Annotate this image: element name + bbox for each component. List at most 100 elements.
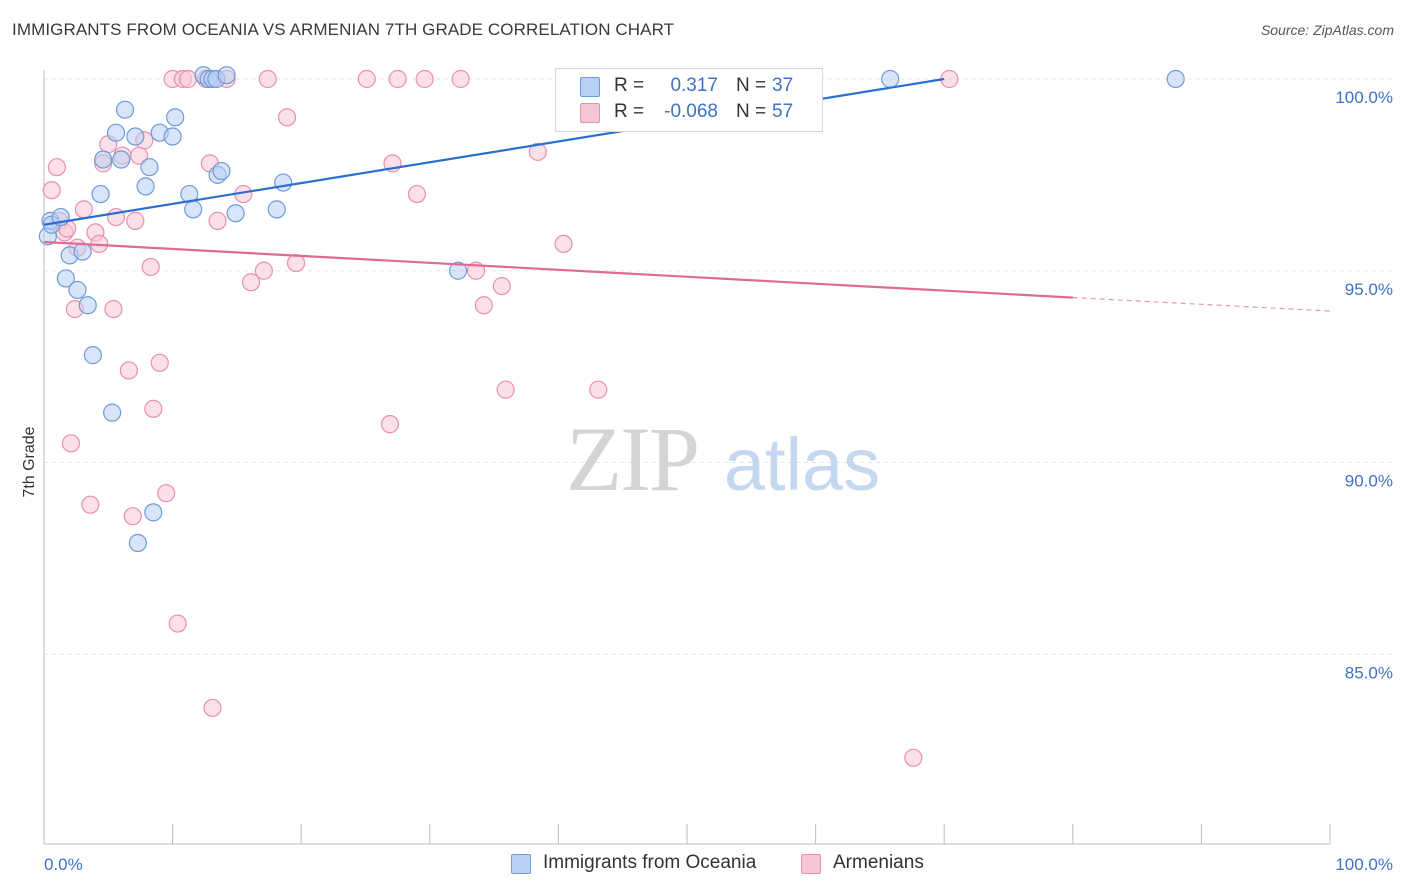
- axes: [43, 70, 1331, 845]
- armenians-point: [203, 698, 222, 718]
- armenians-point: [104, 300, 123, 319]
- n-label: N =: [736, 75, 767, 96]
- oceania-swatch: [580, 77, 600, 97]
- armenians-point: [81, 495, 100, 514]
- armenians-point: [150, 353, 169, 372]
- gridlines: [44, 78, 1392, 655]
- oceania-point: [56, 269, 75, 288]
- oceania-point: [91, 184, 110, 204]
- oceania-swatch: [511, 854, 531, 874]
- armenians-swatch: [801, 854, 821, 874]
- armenians-point: [554, 234, 573, 254]
- oceania-point: [94, 150, 113, 169]
- armenians-point: [208, 211, 227, 230]
- x-tick-label: 0.0%: [44, 855, 83, 874]
- oceania-point: [212, 161, 231, 181]
- armenians-point: [119, 361, 138, 380]
- armenians-point: [241, 273, 261, 292]
- armenians-point: [388, 69, 407, 89]
- oceania-point: [126, 127, 145, 146]
- oceania-point: [140, 158, 159, 177]
- oceania-point: [1166, 69, 1185, 89]
- r-value: -0.068: [664, 101, 718, 122]
- x-tick-labels: 0.0% 100.0%: [44, 855, 1393, 874]
- armenians-point: [380, 415, 400, 434]
- oceania-point: [166, 108, 185, 127]
- svg-text:atlas: atlas: [724, 423, 880, 506]
- oceania-point: [103, 403, 122, 422]
- armenians-point: [157, 484, 176, 503]
- source-label: Source: ZipAtlas.com: [1260, 22, 1394, 38]
- armenians-point: [407, 184, 427, 204]
- armenians-point: [286, 253, 306, 273]
- oceania-point: [128, 533, 147, 553]
- r-label: R =: [614, 75, 645, 96]
- data-points: [38, 66, 1185, 767]
- oceania-point: [68, 280, 87, 300]
- r-value: 0.317: [670, 75, 718, 96]
- armenians-point: [141, 257, 160, 277]
- x-tick-label: 100.0%: [1335, 855, 1393, 874]
- oceania-point: [78, 296, 97, 315]
- armenians-swatch: [580, 103, 600, 123]
- armenians-point: [144, 399, 163, 418]
- armenians-trend-extension: [1072, 296, 1331, 312]
- oceania-point: [267, 200, 286, 219]
- legend-row-oceania: R = 0.317 N = 37: [556, 74, 822, 100]
- y-tick-labels: 100.0% 95.0% 90.0% 85.0%: [1335, 88, 1393, 682]
- armenians-point: [47, 158, 66, 177]
- y-tick-label: 95.0%: [1345, 280, 1393, 299]
- armenians-trend-line: [43, 240, 1073, 299]
- armenians-point: [254, 261, 274, 280]
- r-label: R =: [614, 101, 645, 122]
- zipatlas-watermark: ZIP atlas: [566, 408, 880, 510]
- armenians-point: [178, 69, 198, 89]
- oceania-point: [115, 100, 135, 119]
- oceania-point: [881, 69, 900, 89]
- oceania-point: [136, 177, 155, 196]
- legend-row-armenians: R = -0.068 N = 57: [556, 100, 822, 126]
- armenians-point: [168, 614, 187, 633]
- armenians-point: [42, 181, 61, 200]
- oceania-point: [163, 127, 182, 146]
- armenians-point: [415, 69, 434, 89]
- oceania-point: [144, 503, 163, 522]
- armenians-point: [74, 200, 93, 219]
- y-tick-label: 85.0%: [1345, 663, 1393, 682]
- n-label: N =: [736, 101, 767, 122]
- armenians-point: [496, 380, 515, 399]
- armenians-point: [492, 276, 511, 296]
- armenians-point: [357, 69, 376, 89]
- armenians-point: [528, 142, 547, 161]
- armenians-point: [277, 108, 297, 127]
- armenians-point: [589, 380, 608, 399]
- armenians-point: [61, 434, 81, 453]
- oceania-point: [73, 242, 92, 261]
- oceania-point: [448, 261, 468, 280]
- oceania-point: [274, 173, 293, 192]
- oceania-point: [106, 123, 126, 142]
- armenians-point: [126, 211, 145, 230]
- y-tick-label: 100.0%: [1335, 88, 1393, 107]
- series-legend: Immigrants from Oceania Armenians: [0, 852, 1406, 878]
- armenians-point: [258, 69, 277, 89]
- legend-label: Immigrants from Oceania: [543, 852, 757, 873]
- chart-title: IMMIGRANTS FROM OCEANIA VS ARMENIAN 7TH …: [12, 20, 675, 39]
- oceania-point: [112, 150, 131, 169]
- armenians-point: [451, 69, 470, 89]
- n-value: 37: [772, 75, 794, 96]
- oceania-point: [217, 66, 236, 85]
- armenians-point: [474, 296, 493, 315]
- oceania-point: [83, 346, 102, 365]
- oceania-point: [226, 204, 245, 223]
- armenians-point: [904, 748, 923, 767]
- legend-label: Armenians: [833, 852, 924, 873]
- n-value: 57: [772, 101, 794, 122]
- oceania-point: [184, 200, 203, 219]
- y-axis-label: 7th Grade: [21, 426, 38, 497]
- svg-text:ZIP: ZIP: [566, 408, 698, 510]
- armenians-point: [123, 507, 142, 526]
- y-tick-label: 90.0%: [1345, 472, 1393, 491]
- correlation-legend: R = 0.317 N = 37 R = -0.068 N = 57: [555, 68, 823, 132]
